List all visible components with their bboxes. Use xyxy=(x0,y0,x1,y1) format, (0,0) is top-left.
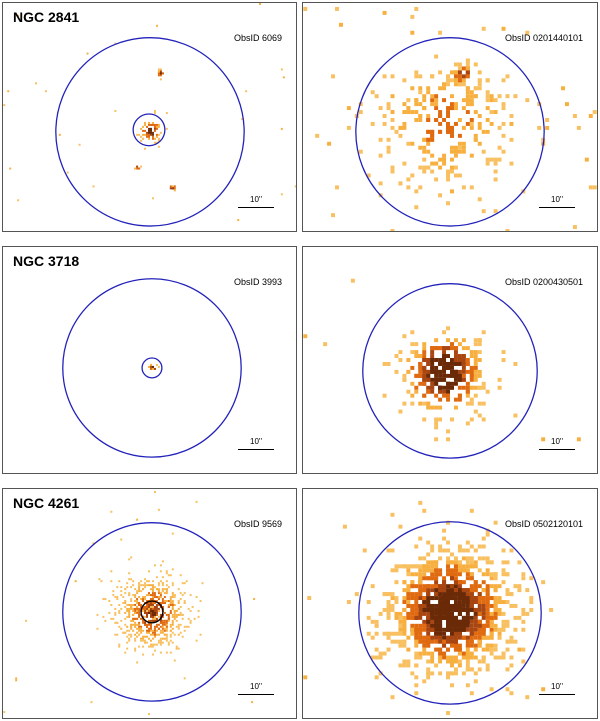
xray-image xyxy=(62,278,242,458)
scale-bar: 10'' xyxy=(238,195,274,209)
scale-bar-label: 10'' xyxy=(250,682,262,691)
xray-image xyxy=(303,6,597,231)
background-counts xyxy=(3,3,296,222)
background-counts xyxy=(303,278,581,442)
xray-image xyxy=(3,3,296,227)
chandra-image-panel-ngc2841: NGC 2841 ObsID 6069 10'' xyxy=(2,2,297,232)
source-counts xyxy=(342,500,554,700)
xray-image xyxy=(303,500,554,716)
source-counts xyxy=(134,165,143,170)
xmm-image-panel-ngc4261: ObsID 0502120101 10'' xyxy=(302,488,598,719)
source-counts xyxy=(98,556,204,680)
nucleus-aperture xyxy=(140,600,164,624)
source-counts xyxy=(157,68,164,81)
source-counts xyxy=(382,326,506,442)
galaxy-name: NGC 2841 xyxy=(13,9,80,25)
source-counts xyxy=(136,112,168,150)
source-counts xyxy=(148,363,160,370)
source-counts xyxy=(169,185,176,192)
chandra-image-panel-ngc3718: NGC 3718 ObsID 3993 10'' xyxy=(2,246,297,474)
scale-bar: 10'' xyxy=(238,682,274,696)
scale-bar: 10'' xyxy=(539,437,575,451)
nucleus-aperture xyxy=(132,113,166,147)
obsid-label: ObsID 0200430501 xyxy=(504,277,583,287)
source-counts xyxy=(446,58,482,91)
scale-bar-label: 10'' xyxy=(551,437,563,446)
chandra-image-panel-ngc4261: NGC 4261 ObsID 9569 10'' xyxy=(2,488,297,719)
scale-bar: 10'' xyxy=(539,682,575,696)
scale-bar-label: 10'' xyxy=(551,195,563,204)
obsid-label: ObsID 6069 xyxy=(233,33,282,43)
scale-bar-label: 10'' xyxy=(250,195,262,204)
xray-image xyxy=(3,490,256,716)
galaxy-name: NGC 4261 xyxy=(13,495,80,511)
obsid-label: ObsID 0201440101 xyxy=(504,33,583,43)
extraction-aperture xyxy=(362,283,538,459)
xray-image xyxy=(303,278,581,459)
galaxy-name: NGC 3718 xyxy=(13,253,80,269)
extraction-aperture xyxy=(62,278,242,458)
nucleus-aperture xyxy=(141,357,163,379)
extraction-aperture xyxy=(55,37,245,227)
obsid-label: ObsID 0502120101 xyxy=(504,519,583,529)
scale-bar-label: 10'' xyxy=(250,437,262,446)
scale-bar: 10'' xyxy=(238,437,274,451)
source-counts xyxy=(346,30,550,231)
xmm-image-panel-ngc3718: ObsID 0200430501 10'' xyxy=(302,246,598,474)
extraction-aperture xyxy=(358,521,542,705)
background-counts xyxy=(3,490,256,716)
obsid-label: ObsID 3993 xyxy=(233,277,282,287)
obsid-label: ObsID 9569 xyxy=(233,519,282,529)
extraction-aperture xyxy=(355,37,545,227)
source-counts xyxy=(142,605,160,620)
xmm-image-panel-ngc2841: ObsID 0201440101 10'' xyxy=(302,2,598,232)
scale-bar: 10'' xyxy=(539,195,575,209)
scale-bar-label: 10'' xyxy=(551,682,563,691)
extraction-aperture xyxy=(62,522,242,702)
